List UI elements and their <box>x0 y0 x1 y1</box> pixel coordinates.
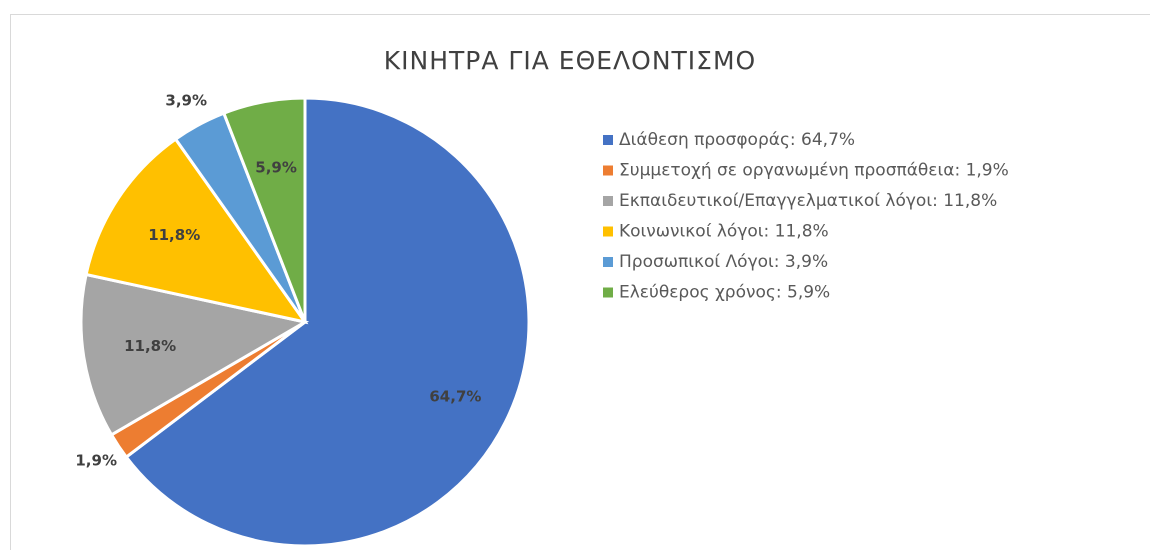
legend-label: Κοινωνικοί λόγοι: 11,8% <box>619 222 829 242</box>
data-label: 11,8% <box>148 226 200 244</box>
pie-slice <box>221 96 307 323</box>
legend-label: Εκπαιδευτικοί/Επαγγελματικοί λόγοι: 11,8… <box>619 191 997 211</box>
legend-swatch <box>603 287 613 298</box>
data-label: 3,9% <box>165 92 207 110</box>
chart-title: ΚΙΝΗΤΡΑ ΓΙΑ ΕΘΕΛΟΝΤΙΣΜΟ <box>384 46 756 75</box>
pie-slice <box>84 137 309 325</box>
legend-label: Διάθεση προσφοράς: 64,7% <box>619 130 855 150</box>
legend-swatch <box>603 257 613 267</box>
legend-swatch <box>603 165 613 176</box>
pie-slice <box>79 272 310 437</box>
pie-slice <box>124 96 531 548</box>
legend-swatch <box>603 135 613 145</box>
legend-swatch <box>603 196 613 206</box>
legend-label: Προσωπικοί Λόγοι: 3,9% <box>619 252 828 272</box>
chart-frame <box>10 14 1150 550</box>
data-label: 64,7% <box>429 387 481 405</box>
legend-label: Ελεύθερος χρόνος: 5,9% <box>619 283 830 303</box>
data-label: 11,8% <box>124 337 176 355</box>
legend-label: Συμμετοχή σε οργανωμένη προσπάθεια: 1,9% <box>619 161 1009 181</box>
data-label: 1,9% <box>75 452 117 470</box>
legend-swatch <box>603 226 613 237</box>
data-label: 5,9% <box>255 158 297 176</box>
